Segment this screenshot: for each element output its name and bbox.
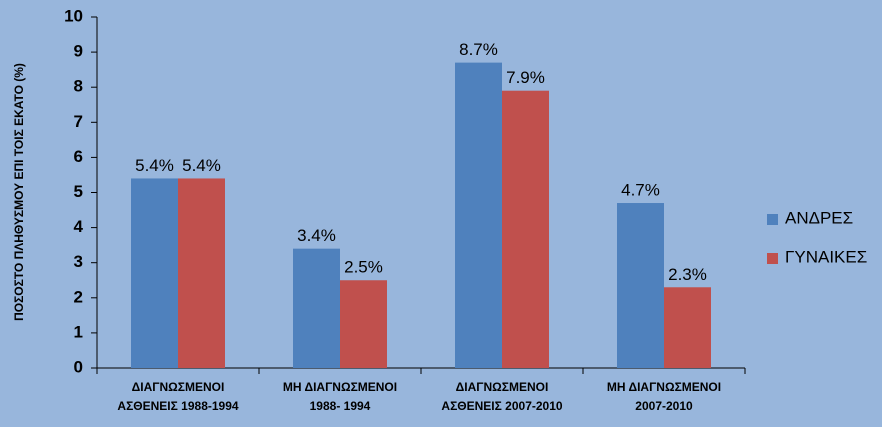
y-tick-label: 2 [74,287,83,306]
data-label: 4.7% [621,181,660,200]
x-tick-label: 1988- 1994 [310,399,371,413]
bar [502,90,549,369]
x-tick-label: 2007-2010 [635,399,693,413]
y-tick-label: 6 [74,147,83,166]
y-tick-label: 9 [74,42,83,61]
legend-label: ΓΥΝΑΙΚΕΣ [785,247,867,266]
legend-label: ΑΝΔΡΕΣ [785,208,853,227]
data-label: 8.7% [459,40,498,59]
y-tick-label: 4 [74,217,84,236]
data-label: 7.9% [506,68,545,87]
bar [178,178,225,368]
y-tick-label: 1 [74,322,83,341]
y-tick-label: 8 [74,77,83,96]
y-tick-label: 0 [74,357,83,376]
y-axis-label: ΠΟΣΟΣΤΟ ΠΛΗΘΥΣΜΟΥ ΕΠΙ ΤΟΙΣ ΕΚΑΤΟ (%) [12,63,26,321]
data-label: 3.4% [297,226,336,245]
bar [664,287,711,368]
bar [455,62,502,368]
legend-swatch [767,253,778,264]
bar [131,178,178,368]
legend-swatch [767,214,778,225]
y-tick-label: 10 [64,6,83,25]
x-tick-label: ΜΗ ΔΙΑΓΝΩΣΜΕΝΟΙ [607,380,721,394]
y-tick-label: 3 [74,252,83,271]
data-label: 2.3% [668,265,707,284]
bar [617,203,664,368]
x-tick-label: ΑΣΘΕΝΕΙΣ 2007-2010 [441,399,562,413]
x-tick-label: ΑΣΘΕΝΕΙΣ 1988-1994 [117,399,238,413]
bar [293,248,340,368]
x-tick-label: ΔΙΑΓΝΩΣΜΕΝΟΙ [132,380,225,394]
x-tick-label: ΜΗ ΔΙΑΓΝΩΣΜΕΝΟΙ [283,380,397,394]
data-label: 5.4% [135,156,174,175]
data-label: 2.5% [344,258,383,277]
bar [340,280,387,368]
y-tick-label: 5 [74,182,83,201]
data-label: 5.4% [182,156,221,175]
y-tick-label: 7 [74,112,83,131]
x-tick-label: ΔΙΑΓΝΩΣΜΕΝΟΙ [456,380,549,394]
